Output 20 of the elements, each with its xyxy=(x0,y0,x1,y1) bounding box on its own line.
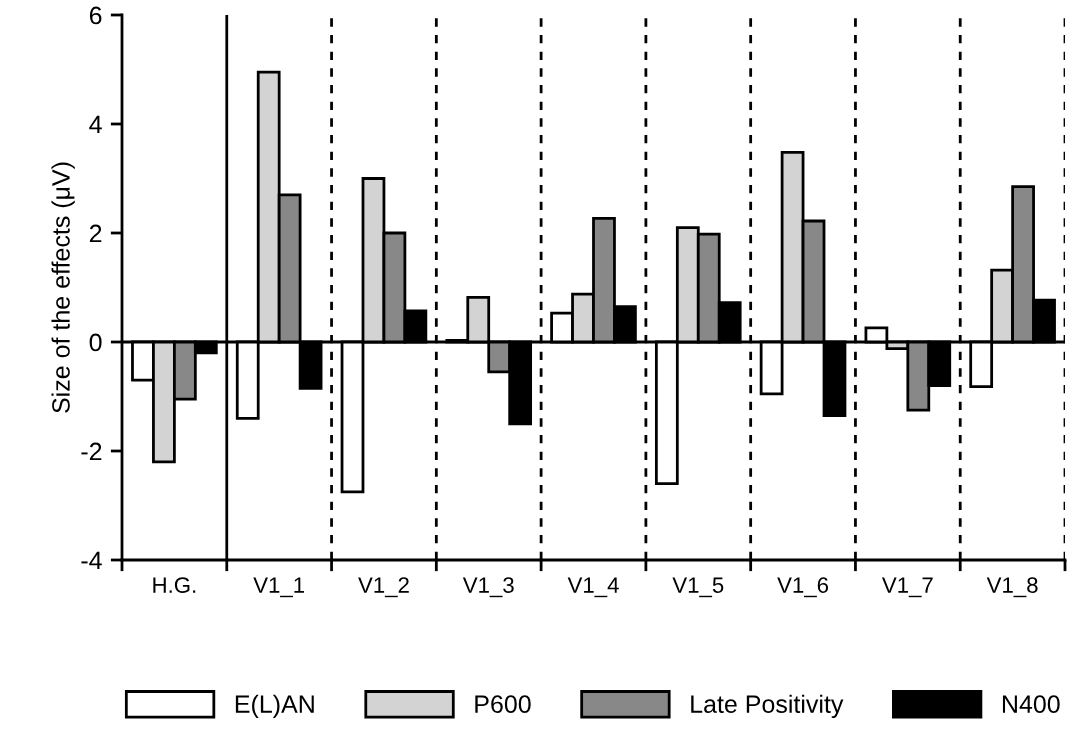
y-tick-label: 0 xyxy=(89,333,102,352)
x-tick-label: V1_8 xyxy=(986,577,1038,598)
x-tick-label: V1_1 xyxy=(253,577,305,598)
x-tick-label: V1_4 xyxy=(567,577,619,598)
y-tick-label: 4 xyxy=(89,115,102,134)
legend-label: E(L)AN xyxy=(235,694,314,718)
legend-label: P600 xyxy=(475,695,531,713)
y-tick-label: -4 xyxy=(81,551,102,570)
x-tick-label: V1_6 xyxy=(777,577,829,598)
x-tick-label: V1_3 xyxy=(462,577,514,598)
legend-label: N400 xyxy=(1002,695,1060,713)
x-tick-label: V1_7 xyxy=(881,577,933,598)
x-tick-label: V1_2 xyxy=(358,577,409,598)
legend-label: Late Positivity xyxy=(691,694,844,718)
y-tick-label: 6 xyxy=(89,6,102,25)
x-tick-label: H.G. xyxy=(153,577,196,593)
y-tick-label: 2 xyxy=(89,224,102,243)
y-tick-label: -2 xyxy=(81,442,102,461)
x-tick-label: V1_5 xyxy=(672,577,724,598)
y-axis-title: Size of the effects (μV) xyxy=(51,162,75,413)
